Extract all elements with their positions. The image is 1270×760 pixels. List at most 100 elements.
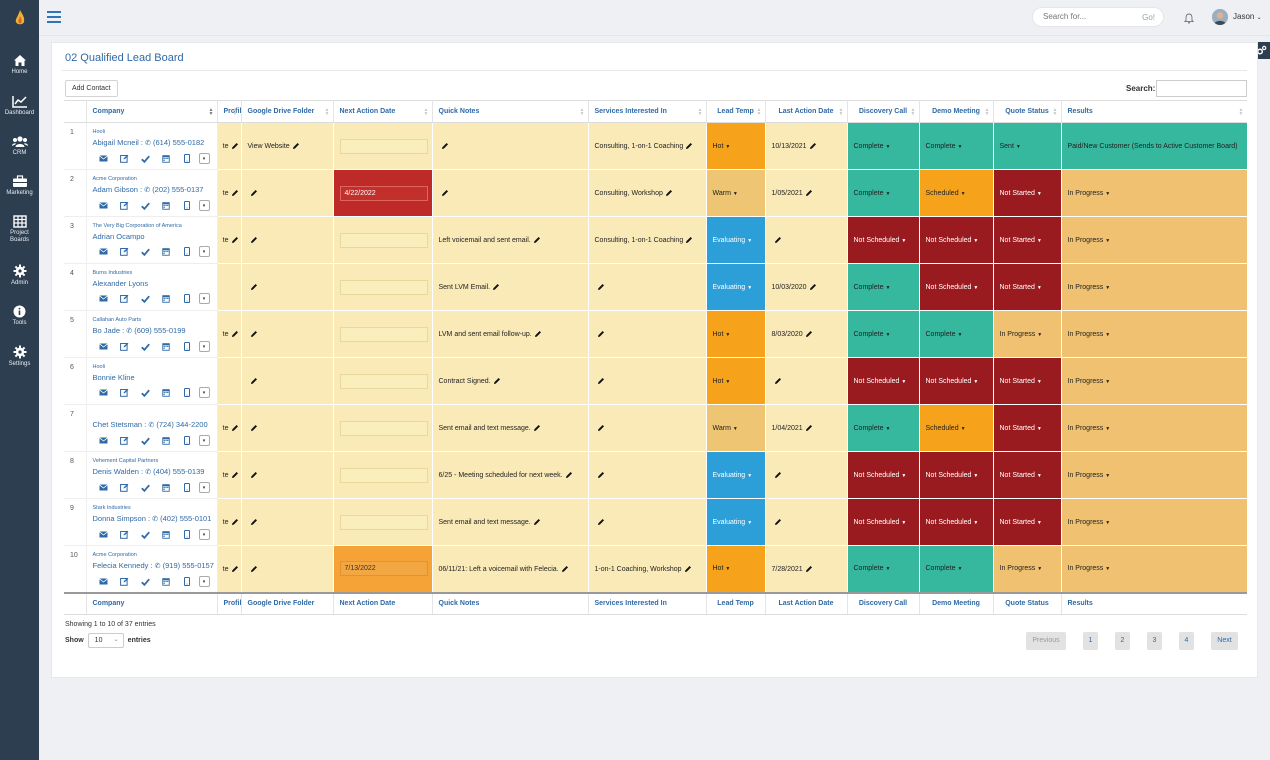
- quote-status-dropdown[interactable]: Not Started ▼: [993, 451, 1062, 499]
- column-header-demo[interactable]: Demo Meeting: [919, 591, 994, 615]
- drive-folder-cell[interactable]: [241, 263, 334, 311]
- quick-notes-cell[interactable]: Left voicemail and sent email.: [432, 216, 589, 264]
- sidebar-item-crm[interactable]: CRM: [0, 135, 39, 157]
- profile-cell[interactable]: te: [217, 545, 242, 593]
- email-icon[interactable]: [96, 201, 111, 211]
- column-header-next[interactable]: Next Action Date ▲ ▼: [333, 100, 433, 123]
- discovery-call-dropdown[interactable]: Not Scheduled ▼: [847, 498, 920, 546]
- more-actions-dropdown[interactable]: ▾: [198, 246, 210, 257]
- services-cell[interactable]: [588, 404, 707, 452]
- more-actions-dropdown[interactable]: ▾: [198, 293, 210, 304]
- drive-folder-cell[interactable]: [241, 451, 334, 499]
- more-actions-dropdown[interactable]: ▾: [198, 435, 210, 446]
- edit-pencil-icon[interactable]: [774, 471, 782, 479]
- discovery-call-dropdown[interactable]: Complete ▼: [847, 263, 920, 311]
- profile-cell[interactable]: te: [217, 498, 242, 546]
- edit-pencil-icon[interactable]: [231, 236, 239, 244]
- column-header-notes[interactable]: Quick Notes: [432, 591, 589, 615]
- calendar-icon[interactable]: [159, 154, 174, 164]
- services-cell[interactable]: [588, 357, 707, 405]
- profile-cell[interactable]: [217, 357, 242, 405]
- last-action-date-cell[interactable]: 10/13/2021: [765, 122, 848, 170]
- edit-pencil-icon[interactable]: [250, 471, 258, 479]
- discovery-call-dropdown[interactable]: Not Scheduled ▼: [847, 357, 920, 405]
- column-header-temp[interactable]: Lead Temp: [706, 591, 766, 615]
- profile-cell[interactable]: te: [217, 122, 242, 170]
- demo-meeting-dropdown[interactable]: Complete ▼: [919, 122, 994, 170]
- drive-folder-cell[interactable]: [241, 169, 334, 217]
- services-cell[interactable]: [588, 263, 707, 311]
- check-icon[interactable]: [138, 530, 153, 540]
- more-actions-dropdown[interactable]: ▾: [198, 341, 210, 352]
- email-icon[interactable]: [96, 436, 111, 446]
- company-name[interactable]: Stark Industries: [92, 505, 131, 511]
- lead-temp-dropdown[interactable]: Evaluating ▼: [706, 498, 766, 546]
- edit-pencil-icon[interactable]: [493, 377, 501, 385]
- results-dropdown[interactable]: In Progress ▼: [1061, 545, 1247, 593]
- edit-pencil-icon[interactable]: [533, 424, 541, 432]
- check-icon[interactable]: [138, 201, 153, 211]
- services-cell[interactable]: 1-on-1 Coaching, Workshop: [588, 545, 707, 593]
- demo-meeting-dropdown[interactable]: Complete ▼: [919, 545, 994, 593]
- edit-note-icon[interactable]: [117, 342, 132, 352]
- edit-pencil-icon[interactable]: [231, 330, 239, 338]
- quote-status-dropdown[interactable]: Not Started ▼: [993, 357, 1062, 405]
- edit-pencil-icon[interactable]: [685, 142, 693, 150]
- column-header-company[interactable]: Company ▲ ▼: [86, 100, 218, 123]
- email-icon[interactable]: [96, 577, 111, 587]
- contact-line[interactable]: Adam Gibson : ✆ (202) 555-0137: [92, 185, 204, 194]
- column-header-last[interactable]: Last Action Date: [765, 591, 848, 615]
- contact-line[interactable]: Alexander Lyons: [93, 279, 211, 288]
- next-action-date-input[interactable]: [339, 420, 428, 436]
- edit-pencil-icon[interactable]: [774, 377, 782, 385]
- mobile-icon[interactable]: [180, 201, 195, 211]
- company-name[interactable]: Burns Industries: [92, 270, 133, 276]
- calendar-icon[interactable]: [159, 247, 174, 257]
- pagination-page[interactable]: 3: [1147, 632, 1162, 650]
- calendar-icon[interactable]: [159, 483, 174, 493]
- company-name[interactable]: Hooli: [92, 129, 106, 135]
- email-icon[interactable]: [96, 530, 111, 540]
- edit-pencil-icon[interactable]: [250, 283, 258, 291]
- last-action-date-cell[interactable]: 7/28/2021: [765, 545, 848, 593]
- results-dropdown[interactable]: In Progress ▼: [1061, 216, 1247, 264]
- edit-note-icon[interactable]: [117, 294, 132, 304]
- calendar-icon[interactable]: [159, 436, 174, 446]
- column-header-profile[interactable]: Profile: [217, 591, 242, 615]
- check-icon[interactable]: [138, 247, 153, 257]
- mobile-icon[interactable]: [180, 247, 195, 257]
- profile-cell[interactable]: [217, 263, 242, 311]
- edit-pencil-icon[interactable]: [231, 471, 239, 479]
- edit-pencil-icon[interactable]: [231, 189, 239, 197]
- more-actions-dropdown[interactable]: ▾: [198, 153, 210, 164]
- next-action-date-input[interactable]: [339, 279, 428, 295]
- edit-pencil-icon[interactable]: [250, 236, 258, 244]
- contact-line[interactable]: Donna Simpson : ✆ (402) 555-0101: [92, 514, 212, 523]
- demo-meeting-dropdown[interactable]: Not Scheduled ▼: [919, 451, 994, 499]
- quick-notes-cell[interactable]: 06/11/21: Left a voicemail with Felecia.: [432, 545, 589, 593]
- lead-temp-dropdown[interactable]: Evaluating ▼: [706, 451, 766, 499]
- app-logo[interactable]: [0, 0, 39, 36]
- edit-pencil-icon[interactable]: [685, 236, 693, 244]
- last-action-date-cell[interactable]: [765, 216, 848, 264]
- edit-pencil-icon[interactable]: [565, 471, 573, 479]
- drive-folder-cell[interactable]: View Website: [241, 122, 334, 170]
- column-header-services[interactable]: Services Interested In: [588, 591, 707, 615]
- mobile-icon[interactable]: [180, 483, 195, 493]
- edit-note-icon[interactable]: [117, 483, 132, 493]
- next-action-date-input[interactable]: 4/22/2022: [339, 185, 428, 201]
- menu-toggle-icon[interactable]: [47, 11, 61, 23]
- edit-pencil-icon[interactable]: [665, 189, 673, 197]
- table-search-input[interactable]: [1156, 80, 1247, 97]
- quote-status-dropdown[interactable]: In Progress ▼: [993, 545, 1062, 593]
- edit-note-icon[interactable]: [117, 436, 132, 446]
- edit-note-icon[interactable]: [117, 577, 132, 587]
- services-cell[interactable]: [588, 498, 707, 546]
- next-action-date-input[interactable]: [339, 138, 428, 154]
- quote-status-dropdown[interactable]: Not Started ▼: [993, 263, 1062, 311]
- edit-pencil-icon[interactable]: [805, 330, 813, 338]
- pagination-page[interactable]: 4: [1179, 632, 1194, 650]
- column-header-last[interactable]: Last Action Date ▲ ▼: [765, 100, 848, 123]
- email-icon[interactable]: [96, 388, 111, 398]
- edit-pencil-icon[interactable]: [597, 283, 605, 291]
